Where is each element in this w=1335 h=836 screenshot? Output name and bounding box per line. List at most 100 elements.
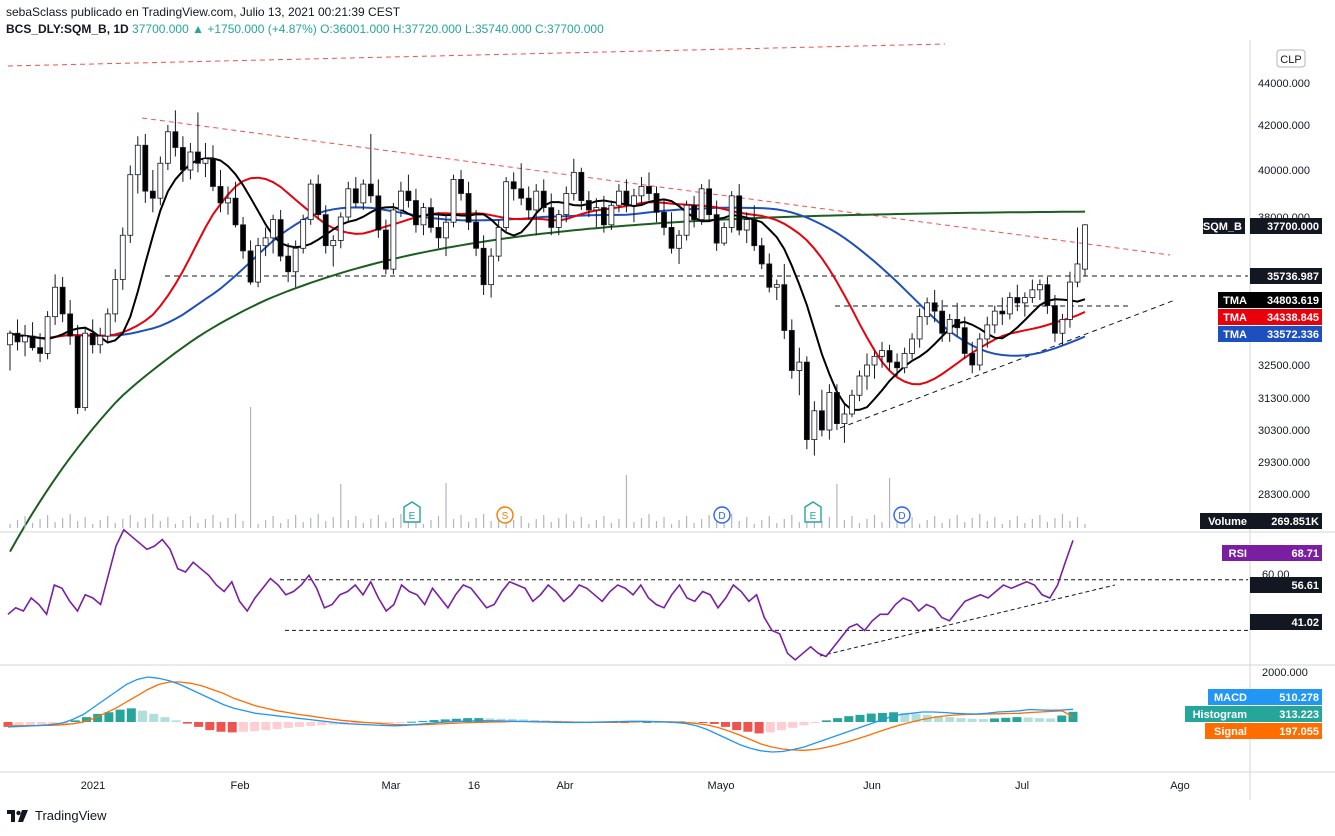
volume-bar xyxy=(505,524,507,528)
volume-bar xyxy=(685,516,688,528)
close-value: C:37700.000 xyxy=(535,22,604,36)
candle-body xyxy=(909,338,915,354)
histogram-bar xyxy=(642,722,652,723)
histogram-value-tag-bg xyxy=(1250,706,1322,722)
candle-body xyxy=(818,410,825,431)
histogram-bar xyxy=(1012,717,1022,722)
volume-bar xyxy=(92,524,94,528)
candle-body xyxy=(225,197,231,204)
volume-bar xyxy=(738,521,740,528)
macd-value-tag: 510.278 xyxy=(1279,692,1319,704)
volume-bar xyxy=(9,524,11,528)
histogram-bar xyxy=(777,722,787,731)
candle-body xyxy=(375,195,382,231)
histogram-bar xyxy=(754,722,764,734)
tradingview-logo[interactable]: TradingView xyxy=(6,808,107,823)
volume-bar xyxy=(317,514,319,528)
volume-bar xyxy=(377,515,379,528)
volume-bar xyxy=(16,520,19,528)
resistance-trendline xyxy=(141,117,1171,256)
volume-bar xyxy=(99,520,101,528)
volume-bar xyxy=(347,520,349,528)
symbol-name-tag: SQM_B xyxy=(1203,221,1242,233)
volume-bar xyxy=(467,522,470,528)
high-value: H:37720.000 xyxy=(392,22,462,36)
price-tick-label: 32500.000 xyxy=(1258,360,1310,372)
volume-bar xyxy=(249,407,252,528)
candle-body xyxy=(1021,297,1028,304)
histogram-bar xyxy=(115,709,125,722)
candle-body xyxy=(841,413,848,425)
volume-bar xyxy=(452,519,455,528)
tma-blue-name-tag: TMA xyxy=(1223,329,1247,341)
tma-black-name-tag: TMA xyxy=(1223,295,1247,307)
volume-bar xyxy=(783,519,785,528)
volume-bar xyxy=(392,518,394,528)
candle-body xyxy=(901,353,908,369)
candle-body xyxy=(322,214,329,247)
tma-blue-value-tag-bg xyxy=(1250,326,1322,342)
candle-body xyxy=(766,263,773,288)
price-tick-label: 31300.000 xyxy=(1258,393,1310,405)
volume-bar xyxy=(152,514,154,528)
volume-bar xyxy=(189,516,192,528)
candle-body xyxy=(1029,289,1036,298)
level-price-tag-bg xyxy=(1250,268,1322,284)
rsi-name-tag-bg xyxy=(1222,545,1250,561)
volume-bar xyxy=(513,520,515,528)
histogram-bar xyxy=(216,722,226,732)
candle-body xyxy=(1036,284,1043,291)
volume-bar xyxy=(1031,519,1033,528)
volume-bar xyxy=(558,518,560,528)
volume-value-tag: 269.851K xyxy=(1271,516,1319,528)
candle-body xyxy=(834,392,840,425)
tma-red-line xyxy=(9,176,1086,386)
candle-body xyxy=(134,144,141,176)
rsi-level-lower-tag-bg xyxy=(1250,614,1322,630)
volume-bar xyxy=(949,519,951,528)
histogram-bar xyxy=(1023,717,1033,722)
candle-body xyxy=(608,204,615,226)
histogram-bar xyxy=(474,718,484,722)
histogram-name-tag-bg xyxy=(1185,706,1250,722)
volume-bar xyxy=(445,483,447,528)
candle-body xyxy=(352,188,359,204)
candle-body xyxy=(525,197,532,211)
candle-body xyxy=(307,183,314,221)
histogram-bar xyxy=(810,722,820,723)
volume-bar xyxy=(62,518,64,528)
histogram-bar xyxy=(990,718,1000,722)
volume-bar xyxy=(640,518,643,528)
volume-bar xyxy=(174,524,176,528)
volume-bar xyxy=(806,518,808,528)
candle-body xyxy=(668,227,675,249)
dividend-icon xyxy=(893,506,911,524)
candle-body xyxy=(683,204,690,236)
candle-body xyxy=(428,207,434,228)
candle-body xyxy=(676,234,682,249)
earnings-icon xyxy=(804,501,822,523)
candle-body xyxy=(413,200,419,226)
candle-body xyxy=(631,195,637,206)
volume-bar xyxy=(701,519,703,528)
volume-bar xyxy=(625,475,628,528)
time-tick-label: 2021 xyxy=(81,780,105,792)
volume-value-tag-bg xyxy=(1250,513,1322,529)
candle-body xyxy=(104,313,111,337)
volume-bar xyxy=(535,519,537,528)
tma-black-value-tag-bg xyxy=(1250,292,1322,308)
last-price-tag-bg xyxy=(1250,218,1322,234)
volume-bar xyxy=(964,522,966,528)
symbol-name-tag-bg xyxy=(1203,218,1245,234)
volume-bar xyxy=(731,514,733,528)
candle-body xyxy=(187,151,194,171)
candle-body xyxy=(473,221,479,249)
histogram-bar xyxy=(149,713,159,722)
candle-body xyxy=(240,224,246,252)
candle-body xyxy=(180,147,186,171)
candle-body xyxy=(142,144,149,192)
event-letter: D xyxy=(718,511,725,522)
volume-bar xyxy=(498,517,500,528)
candle-body xyxy=(97,335,104,346)
